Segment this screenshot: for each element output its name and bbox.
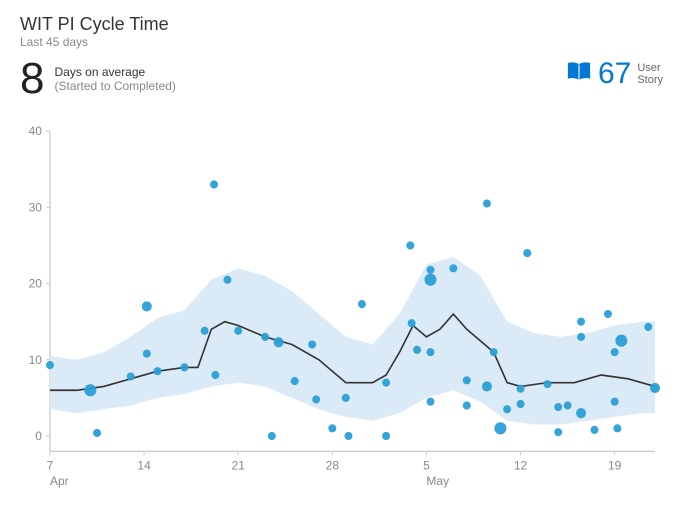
svg-text:12: 12 <box>514 458 528 472</box>
widget-title: WIT PI Cycle Time <box>20 14 663 35</box>
svg-text:28: 28 <box>326 458 340 472</box>
avg-days-value: 8 <box>20 59 44 99</box>
svg-text:May: May <box>426 474 450 488</box>
avg-days-line2: (Started to Completed) <box>54 79 175 93</box>
cycle-time-widget: WIT PI Cycle Time Last 45 days 8 Days on… <box>0 0 683 510</box>
avg-days-desc: Days on average (Started to Completed) <box>54 59 175 93</box>
svg-text:19: 19 <box>608 458 622 472</box>
book-icon <box>566 62 592 87</box>
avg-days-line1: Days on average <box>54 65 175 79</box>
svg-text:30: 30 <box>29 200 43 214</box>
svg-text:Apr: Apr <box>50 474 69 488</box>
svg-text:7: 7 <box>47 458 54 472</box>
svg-text:10: 10 <box>29 353 43 367</box>
metrics-row: 8 Days on average (Started to Completed)… <box>20 59 663 99</box>
svg-text:14: 14 <box>137 458 151 472</box>
story-count-metric[interactable]: 67 User Story <box>566 59 663 89</box>
svg-text:5: 5 <box>423 458 430 472</box>
svg-text:40: 40 <box>29 125 43 138</box>
story-count-label: User Story <box>637 62 663 86</box>
svg-text:21: 21 <box>232 458 246 472</box>
widget-subtitle: Last 45 days <box>20 35 663 49</box>
svg-text:0: 0 <box>35 429 42 443</box>
avg-days-metric: 8 Days on average (Started to Completed) <box>20 59 176 99</box>
svg-text:20: 20 <box>29 277 43 291</box>
cycle-time-chart: 0 10 20 30 40 7 14 21 28 5 12 19 Apr May <box>20 125 663 492</box>
story-count-value: 67 <box>598 59 631 89</box>
